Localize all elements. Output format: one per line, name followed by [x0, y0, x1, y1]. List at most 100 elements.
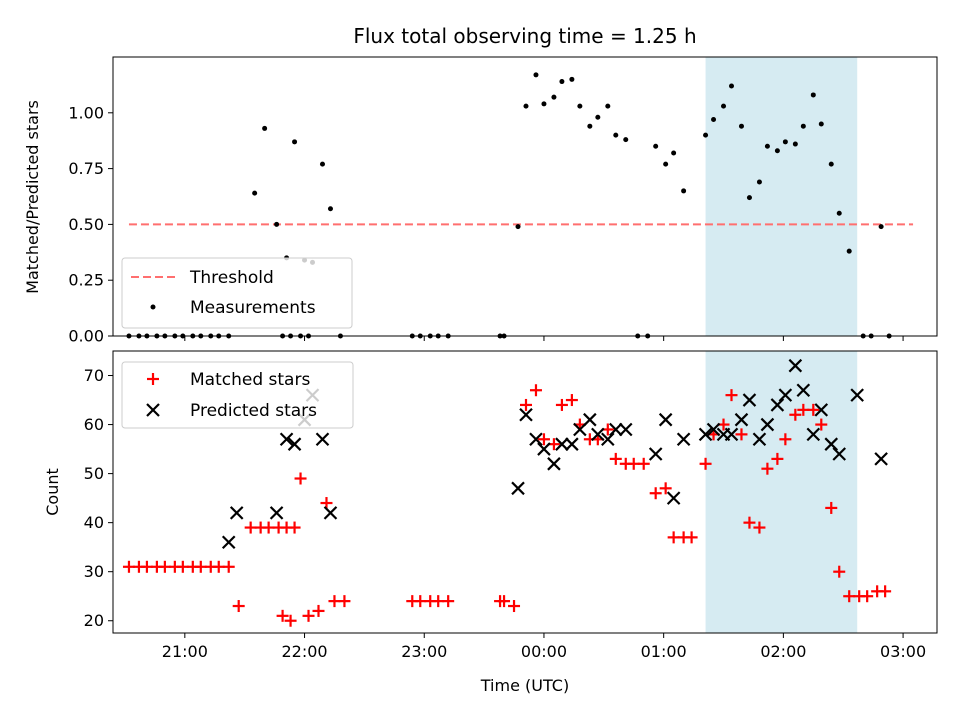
- predicted-star-marker: [676, 432, 691, 447]
- x-tick-label: 02:00: [760, 642, 806, 661]
- legend-predicted-label: Predicted stars: [190, 401, 317, 421]
- measurement-point: [577, 103, 583, 109]
- measurement-point: [613, 132, 619, 138]
- matched-star-marker: [609, 452, 622, 465]
- predicted-star-marker: [547, 457, 561, 471]
- bottom-y-tick-label: 50: [84, 464, 104, 483]
- predicted-star-marker: [565, 437, 579, 451]
- top-y-tick-label: 1.00: [68, 103, 104, 122]
- legend-threshold-label: Threshold: [189, 268, 274, 288]
- bottom-y-axis: 20 30 40 50 60 70: [84, 366, 113, 630]
- matched-star-marker: [498, 595, 511, 608]
- bottom-y-tick-label: 60: [84, 415, 104, 434]
- measurement-point: [595, 114, 601, 120]
- legend-measurements-swatch: [150, 304, 156, 310]
- measurement-point: [711, 116, 717, 122]
- matched-star-marker: [649, 487, 662, 500]
- predicted-star-marker: [796, 383, 811, 398]
- bottom-y-tick-label: 20: [84, 611, 104, 630]
- legend-matched-swatch: [147, 373, 159, 385]
- matched-star-marker: [725, 389, 738, 402]
- measurement-point: [262, 125, 268, 131]
- top-plot-frame: [112, 56, 938, 337]
- measurement-point: [800, 123, 806, 129]
- measurement-point: [663, 161, 669, 167]
- predicted-star-marker: [221, 535, 236, 550]
- matched-star-marker: [753, 521, 766, 534]
- measurement-point: [252, 190, 258, 196]
- matched-star-marker: [294, 472, 307, 485]
- matched-star-marker: [442, 595, 455, 608]
- matched-star-marker: [288, 521, 301, 534]
- matched-star-marker: [508, 600, 521, 613]
- matched-star-marker: [833, 565, 846, 578]
- matched-star-marker: [555, 398, 568, 411]
- bottom-panel: 20 30 40 50 60 70 21:00 22:00 23:00 00:00 01:00 02…: [43, 350, 938, 695]
- measurement-point: [746, 195, 752, 201]
- predicted-star-marker: [287, 437, 302, 451]
- measurement-point: [721, 103, 727, 109]
- top-y-tick-label: 0.75: [68, 159, 104, 178]
- matched-star-marker: [879, 585, 892, 598]
- measurement-point: [319, 161, 325, 167]
- top-y-tick-label: 0.25: [68, 271, 104, 290]
- measurement-point: [559, 79, 565, 85]
- measurement-point: [623, 137, 629, 143]
- top-panel: 0.00 0.25 0.50 0.75 1.00 Matched/Predicted s…: [23, 56, 938, 346]
- predicted-star-marker: [706, 422, 721, 437]
- bottom-y-tick-label: 30: [84, 562, 104, 581]
- predicted-star-marker: [760, 417, 775, 432]
- matched-star-marker: [519, 398, 532, 411]
- matched-star-marker: [825, 501, 838, 514]
- predicted-star-marker: [778, 388, 793, 402]
- measurement-point: [605, 103, 611, 109]
- matched-star-marker: [565, 394, 578, 407]
- predicted-star-marker: [591, 427, 605, 442]
- matched-star-marker: [312, 604, 325, 617]
- predicted-star-marker: [529, 432, 543, 447]
- measurement-point: [782, 139, 788, 145]
- x-axis-label: Time (UTC): [480, 676, 569, 695]
- matched-star-marker: [807, 403, 820, 416]
- predicted-star-marker: [511, 481, 525, 496]
- measurement-point: [818, 121, 824, 127]
- legend-matched-label: Matched stars: [190, 370, 310, 390]
- predicted-star-marker: [806, 427, 821, 442]
- predicted-star-marker: [279, 432, 294, 447]
- matched-star-marker: [276, 609, 289, 622]
- measurement-point: [653, 143, 659, 149]
- matched-star-marker: [699, 457, 712, 470]
- x-tick-label: 22:00: [281, 642, 327, 661]
- bottom-y-tick-label: 40: [84, 513, 104, 532]
- predicted-star-marker: [323, 506, 338, 520]
- matched-star-marker: [284, 614, 297, 627]
- predicted-star-marker: [814, 403, 829, 417]
- measurement-point: [681, 188, 687, 194]
- measurement-point: [836, 210, 842, 216]
- measurement-point: [728, 83, 734, 89]
- measurement-point: [810, 92, 816, 98]
- measurement-point: [774, 148, 780, 154]
- matched-star-marker: [735, 428, 748, 441]
- predicted-star-marker: [229, 506, 244, 520]
- matched-star-marker: [232, 600, 245, 613]
- measurement-point: [792, 141, 798, 147]
- x-tick-label: 03:00: [880, 642, 926, 661]
- predicted-star-marker: [724, 427, 739, 442]
- measurement-point: [533, 72, 539, 78]
- predicted-star-marker: [269, 506, 284, 520]
- x-tick-label: 01:00: [641, 642, 687, 661]
- measurement-point: [292, 139, 298, 145]
- predicted-star-marker: [315, 432, 330, 447]
- predicted-star-marker: [788, 358, 803, 373]
- top-y-axis: 0.00 0.25 0.50 0.75 1.00: [68, 103, 113, 346]
- predicted-star-marker: [770, 398, 785, 412]
- measurement-point: [551, 94, 557, 100]
- bottom-highlight-span: [705, 351, 858, 633]
- bottom-plot-frame: [112, 350, 938, 634]
- x-tick-label: 21:00: [162, 642, 208, 661]
- top-highlight-span: [705, 57, 858, 336]
- top-y-axis-label: Matched/Predicted stars: [23, 100, 42, 294]
- predicted-star-marker: [824, 437, 839, 451]
- top-y-tick-label: 0.50: [68, 215, 104, 234]
